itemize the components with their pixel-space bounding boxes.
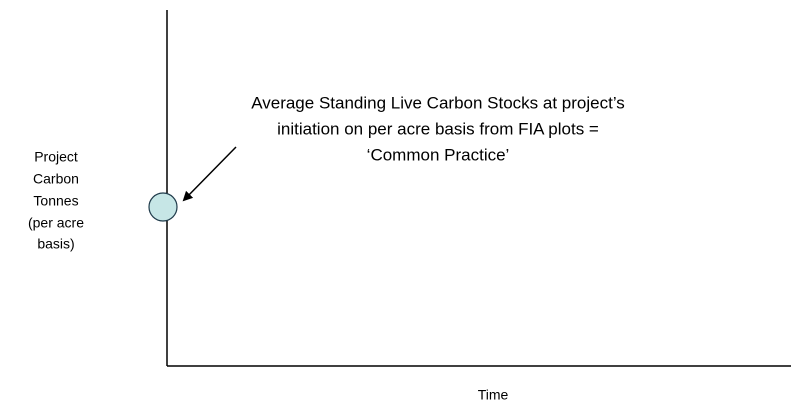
annotation-line: Average Standing Live Carbon Stocks at p… [251,93,625,112]
y-label-line: Project [34,149,78,165]
y-label-line: Carbon [33,171,79,187]
annotation: Average Standing Live Carbon Stocks at p… [251,93,625,164]
annotation-line: initiation on per acre basis from FIA pl… [277,119,599,138]
y-label-line: Tonnes [33,193,78,209]
y-label-line: basis) [37,236,74,252]
arrow [182,146,237,202]
x-axis-label: Time [478,387,509,403]
common-practice-point [148,192,178,222]
y-label-line: (per acre [28,215,84,231]
y-axis-label: Project Carbon Tonnes (per acre basis) [28,149,84,252]
annotation-line: ‘Common Practice’ [367,145,510,164]
